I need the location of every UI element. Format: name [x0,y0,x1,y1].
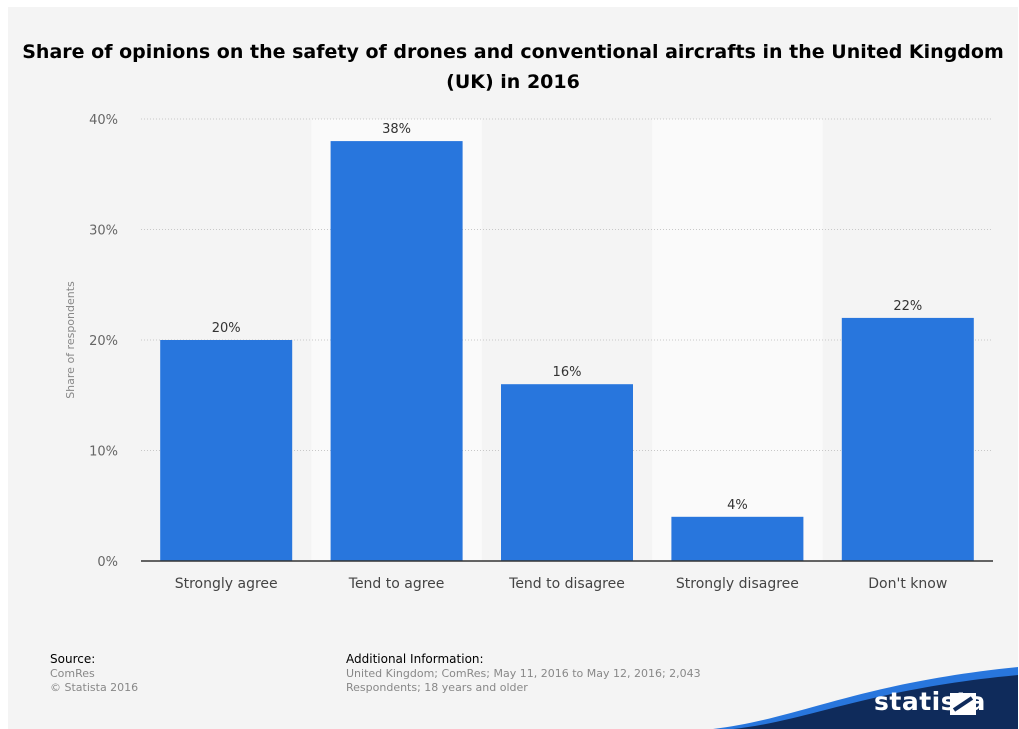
bar [501,384,633,561]
y-tick-label: 40% [89,113,118,128]
copyright-line: © Statista 2016 [50,681,139,694]
y-tick-label: 0% [97,555,118,570]
bar-value-label: 22% [893,299,922,314]
additional-information-heading: Additional Information: [346,652,484,666]
y-axis-title: Share of respondents [64,281,77,399]
bar-chart: 0% 10% 20% 30% 40% Share of respondents 20% Str… [64,113,993,592]
additional-information-block: Additional Information: United Kingdom; … [346,651,726,695]
chart-title: Share of opinions on the safety of drone… [22,41,1004,93]
source-heading: Source: [50,652,96,666]
chart-frame: Share of opinions on the safety of drone… [8,7,1018,729]
statista-brand-swoosh [713,667,1018,729]
additional-information-line: United Kingdom; ComRes; May 11, 2016 to … [346,667,701,680]
x-category-label: Don't know [868,576,947,592]
x-category-label: Tend to agree [348,576,445,592]
bar [160,340,293,561]
y-tick-label: 20% [89,334,118,349]
x-category-label: Strongly agree [175,576,278,592]
x-category-label: Tend to disagree [508,576,625,592]
bar [841,317,974,561]
additional-information-line: Respondents; 18 years and older [346,681,528,694]
statista-logo-icon [950,693,976,715]
column-band [652,119,823,561]
source-line: ComRes [50,667,95,680]
y-tick-label: 30% [89,224,118,239]
bar-value-label: 4% [727,498,748,513]
x-category-label: Strongly disagree [676,576,799,592]
bar [671,516,804,561]
bar-value-label: 20% [212,321,241,336]
bar-value-label: 38% [382,122,411,137]
y-tick-label: 10% [89,445,118,460]
source-block: Source: ComRes © Statista 2016 [50,651,138,695]
bar [330,141,463,561]
bar-value-label: 16% [553,365,582,380]
